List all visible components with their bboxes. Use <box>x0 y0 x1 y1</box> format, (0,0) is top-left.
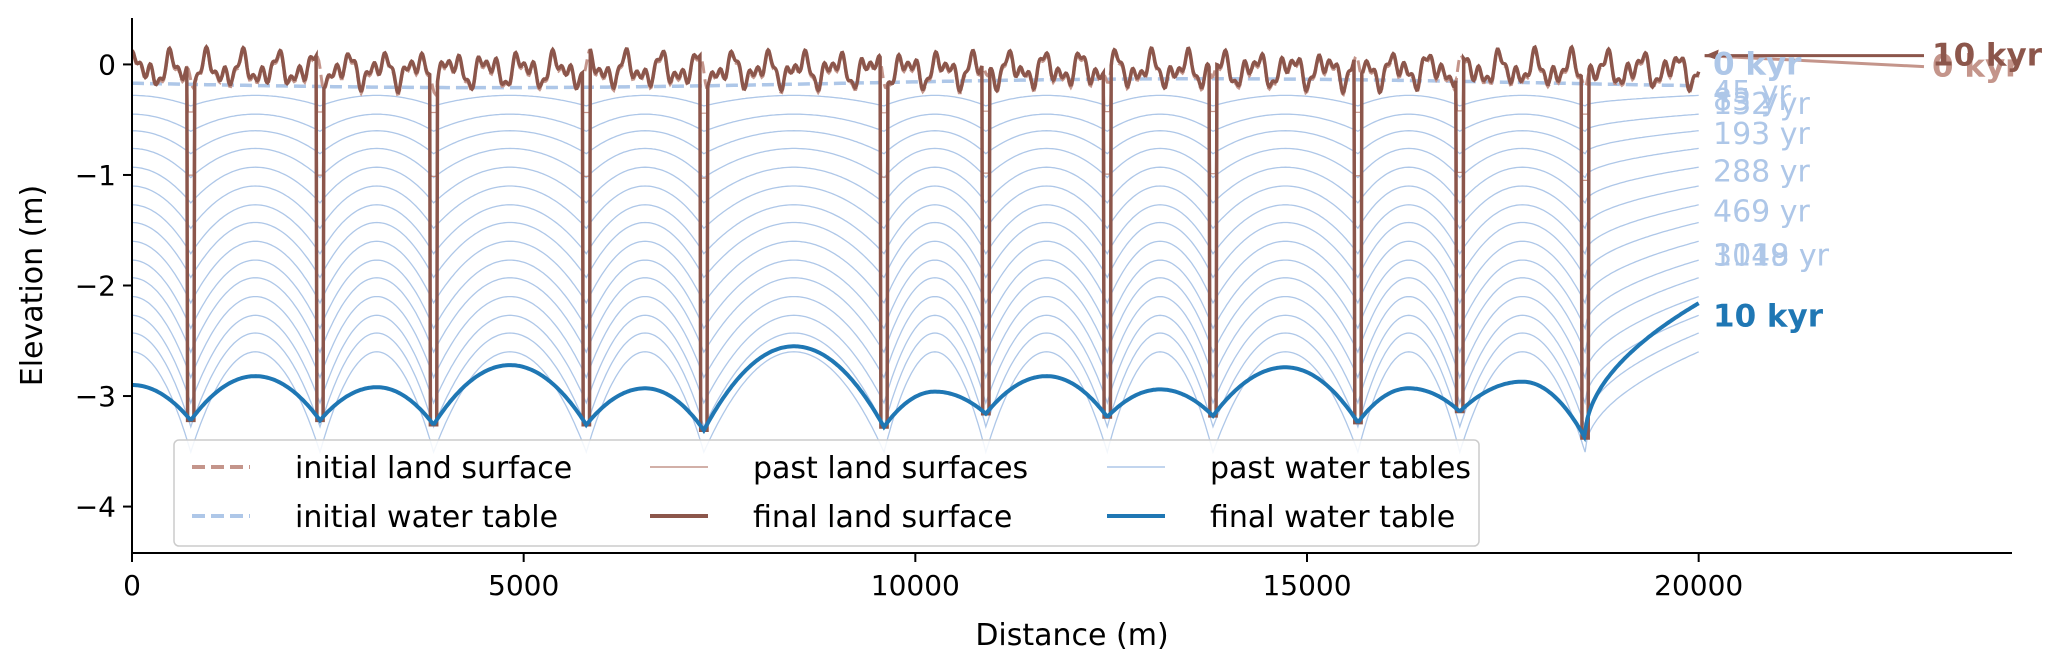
annotation-label: 1049 yr <box>1713 239 1830 274</box>
annotation-label: 132 yr <box>1713 87 1811 122</box>
final-land-surface-line <box>131 44 1701 440</box>
annotation-label: 10 kyr <box>1932 38 2043 74</box>
annotation-label: 469 yr <box>1713 194 1811 229</box>
y-tick-label: −1 <box>75 159 116 192</box>
annotation-label: 3118 yr <box>1713 239 1830 274</box>
y-axis-label: Elevation (m) <box>15 185 50 387</box>
legend-label: initial land surface <box>295 451 572 486</box>
legend-label: past water tables <box>1210 451 1471 486</box>
past-water-table-line <box>131 166 1699 205</box>
legend-label: final land surface <box>753 500 1012 535</box>
plot-area <box>131 44 1701 455</box>
legend-label: final water table <box>1210 500 1455 535</box>
past-water-table-line <box>131 259 1699 331</box>
past-water-table-line <box>132 94 1699 107</box>
annotation-arrow-line <box>1704 54 1925 69</box>
past-water-table-line <box>131 240 1699 305</box>
x-tick-label: 10000 <box>871 569 960 602</box>
legend-label: initial water table <box>295 500 558 535</box>
annotation-label: 45 yr <box>1713 75 1791 110</box>
legend: initial land surface initial water table p… <box>173 439 1480 547</box>
y-tick-label: −4 <box>75 491 116 524</box>
x-ticks: 0 5000 10000 15000 20000 <box>123 553 1743 602</box>
legend-label: past land surfaces <box>753 451 1028 486</box>
past-water-table-line <box>131 221 1699 280</box>
y-tick-label: 0 <box>98 48 116 81</box>
past-water-table-line <box>131 185 1699 230</box>
x-tick-label: 0 <box>123 569 141 602</box>
past-water-table-line <box>131 130 1699 155</box>
past-water-table-line <box>131 314 1699 406</box>
annotation-label: 193 yr <box>1713 117 1811 152</box>
x-tick-label: 20000 <box>1654 569 1743 602</box>
past-water-table-line <box>131 204 1699 256</box>
x-tick-label: 5000 <box>488 569 559 602</box>
annotation-label: 288 yr <box>1713 155 1811 190</box>
annotation-label: 85 yr <box>1713 83 1791 118</box>
y-ticks: 0 −1 −2 −3 −4 <box>75 48 132 524</box>
past-water-table-line <box>131 351 1699 455</box>
past-water-table-line <box>131 332 1699 430</box>
annotation-arrow-head <box>1704 49 1719 60</box>
y-tick-label: −2 <box>75 270 116 303</box>
past-water-table-line <box>131 147 1699 179</box>
annotation-label: 0 kyr <box>1713 46 1802 82</box>
annotation-label: 0 kyr <box>1932 49 2021 85</box>
y-tick-label: −3 <box>75 380 116 413</box>
past-water-table-line <box>132 113 1699 133</box>
x-axis-label: Distance (m) <box>975 618 1168 653</box>
final-water-table-line <box>132 301 1700 443</box>
past-water-table-line <box>132 295 1699 380</box>
annotation-label: 10 kyr <box>1713 298 1824 334</box>
past-water-table-line <box>132 277 1699 355</box>
x-tick-label: 15000 <box>1262 569 1351 602</box>
